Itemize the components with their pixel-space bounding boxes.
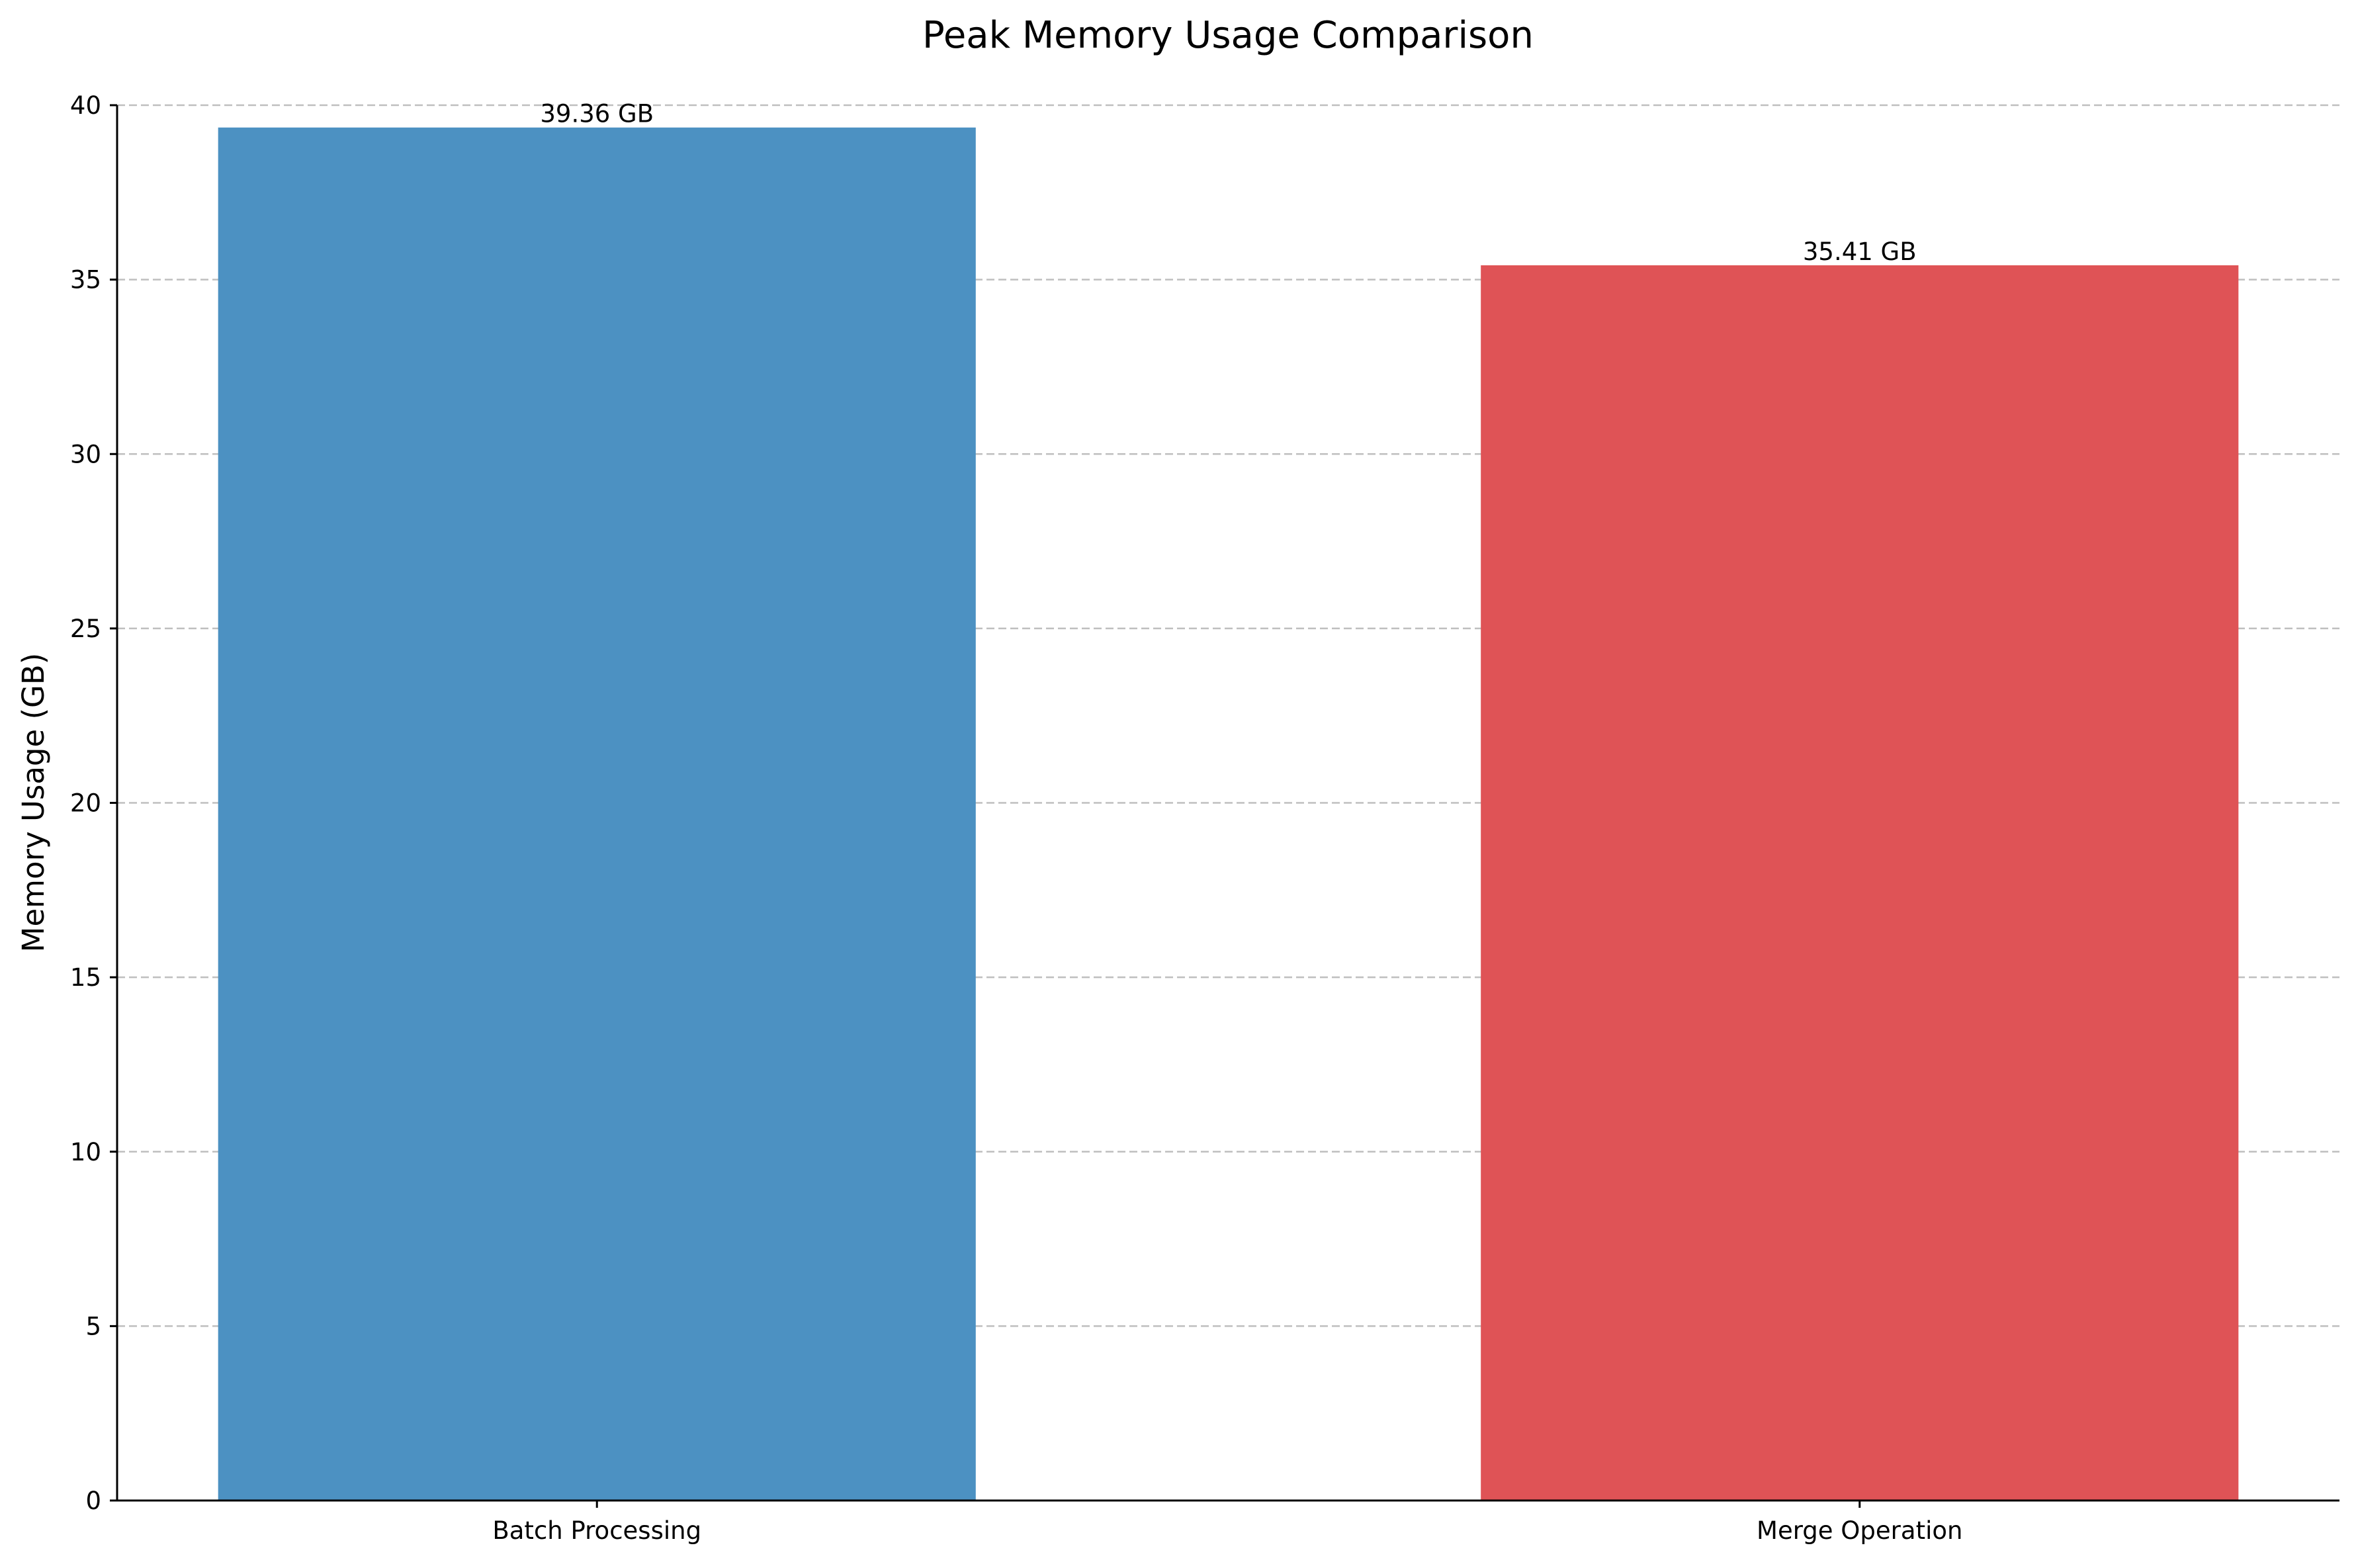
data-labels: 39.36 GB 35.41 GB bbox=[540, 100, 1916, 266]
y-tick-label: 15 bbox=[70, 963, 101, 992]
bars bbox=[218, 127, 2239, 1501]
y-tick-label: 10 bbox=[70, 1138, 101, 1166]
bar-batch-processing bbox=[218, 127, 976, 1501]
y-tick-label: 25 bbox=[70, 615, 101, 643]
y-tick-label: 30 bbox=[70, 440, 101, 468]
x-tick-label: Merge Operation bbox=[1757, 1516, 1962, 1545]
y-tick-label: 20 bbox=[70, 789, 101, 818]
y-tick-label: 0 bbox=[85, 1487, 101, 1515]
bar-value-label: 35.41 GB bbox=[1803, 238, 1917, 266]
y-tick-label: 35 bbox=[70, 266, 101, 294]
x-tick-label: Batch Processing bbox=[492, 1516, 701, 1545]
y-axis-label: Memory Usage (GB) bbox=[16, 653, 51, 953]
bar-value-label: 39.36 GB bbox=[540, 100, 654, 128]
x-ticks: Batch Processing Merge Operation bbox=[492, 1501, 1962, 1545]
chart-title: Peak Memory Usage Comparison bbox=[922, 14, 1534, 57]
y-ticks: 0 5 10 15 20 25 30 35 40 bbox=[70, 91, 117, 1515]
y-tick-label: 5 bbox=[85, 1312, 101, 1340]
bar-merge-operation bbox=[1481, 265, 2239, 1501]
y-tick-label: 40 bbox=[70, 91, 101, 120]
